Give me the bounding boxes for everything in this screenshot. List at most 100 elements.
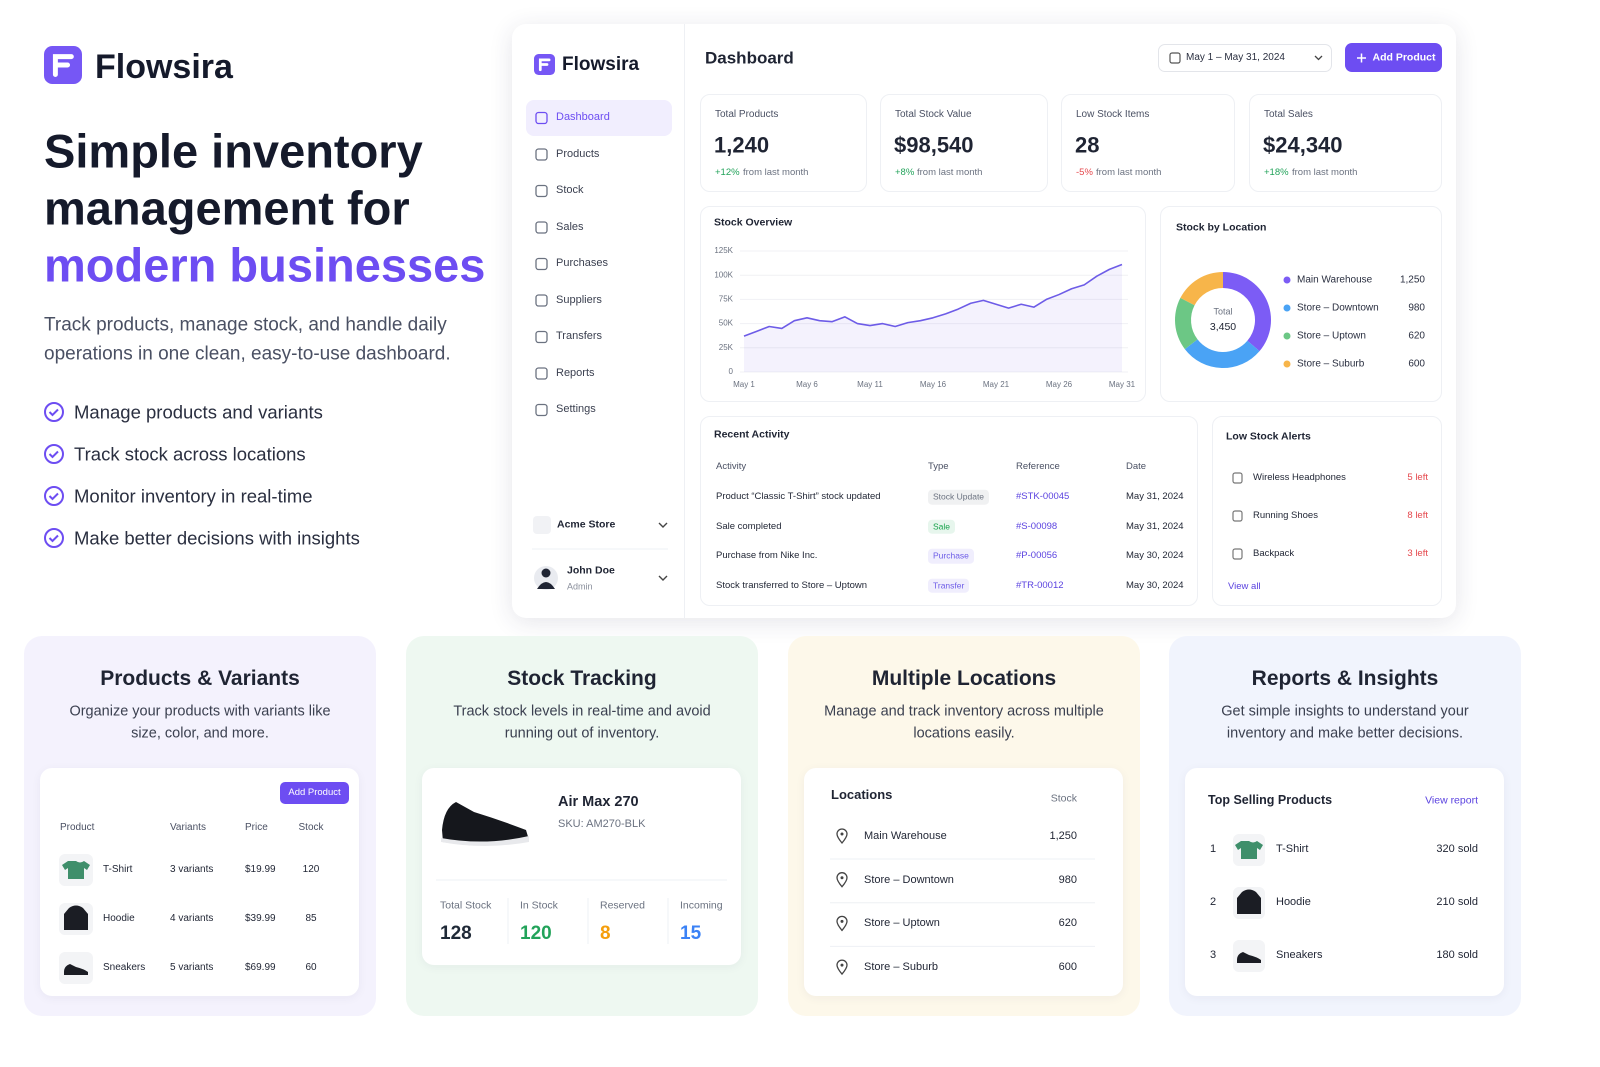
location-stock: 600 — [1058, 961, 1077, 974]
dashboard-card — [1061, 94, 1235, 192]
card-description: Manage and track inventory across multip… — [824, 703, 1104, 742]
reference: #STK-00045 — [1016, 491, 1070, 503]
stat-value: 128 — [440, 923, 472, 945]
rank: 1 — [1209, 843, 1217, 856]
feature-item: Manage products and variants — [74, 401, 323, 423]
table-cell: 5 variants — [170, 961, 214, 973]
card-inner — [422, 768, 741, 965]
item-name: Running Shoes — [1253, 510, 1318, 522]
headline-line: Simple inventory — [44, 124, 423, 178]
kpi-label: Low Stock Items — [1076, 108, 1150, 120]
feature-item: Make better decisions with insights — [74, 527, 360, 549]
list-heading: Top Selling Products — [1208, 793, 1333, 808]
kpi-change: -5% — [1076, 167, 1093, 179]
table-cell: 60 — [305, 961, 317, 973]
feature-item: Track stock across locations — [74, 443, 306, 465]
activity-text: Purchase from Nike Inc. — [716, 550, 818, 562]
location-stock: 1,250 — [1049, 830, 1077, 843]
date: May 30, 2024 — [1126, 579, 1184, 591]
add-product-label[interactable]: Add Product — [1372, 51, 1436, 64]
nav-item[interactable]: Suppliers — [556, 293, 602, 306]
location-name: Store – Downtown — [864, 873, 954, 886]
table-header: Locations — [831, 786, 893, 802]
table-cell: T-Shirt — [103, 863, 133, 875]
add-product-button[interactable] — [280, 782, 349, 804]
kpi-note: from last month — [1096, 167, 1162, 179]
dashboard-card — [1249, 94, 1442, 192]
table-cell: 120 — [302, 863, 320, 875]
table-header: Type — [928, 461, 949, 473]
card-inner — [40, 768, 359, 996]
item-left: 8 left — [1407, 510, 1428, 522]
stat-value: 120 — [520, 923, 552, 945]
table-cell: 85 — [305, 912, 317, 924]
date: May 31, 2024 — [1126, 491, 1184, 503]
item-name: Backpack — [1253, 548, 1295, 560]
nav-item[interactable]: Purchases — [556, 257, 608, 270]
headline-accent: modern businesses — [44, 238, 486, 292]
dashboard-card — [700, 94, 867, 192]
view-report-link[interactable]: View report — [1425, 794, 1478, 807]
stat-value: 8 — [600, 923, 611, 945]
card-inner — [804, 768, 1123, 996]
user-role: Admin — [567, 581, 593, 592]
kpi-value: $98,540 — [894, 132, 974, 158]
dashboard-card — [700, 206, 1146, 402]
headline-line: management for — [44, 181, 410, 235]
chart-title: Stock by Location — [1176, 221, 1267, 234]
nav-item[interactable]: Reports — [556, 366, 595, 379]
card-description: Get simple insights to understand your i… — [1221, 703, 1469, 742]
section-title: Recent Activity — [714, 428, 790, 441]
card-description: Track stock levels in real-time and avoi… — [453, 703, 711, 742]
nav-active-bg — [526, 100, 672, 136]
store-name[interactable]: Acme Store — [557, 518, 616, 531]
product-name: Hoodie — [1276, 896, 1311, 909]
nav-item[interactable]: Transfers — [556, 330, 603, 343]
type-pill: Transfer — [928, 578, 970, 593]
kpi-change: +8% — [895, 167, 915, 179]
type-pill: Purchase — [928, 548, 974, 564]
table-cell: $69.99 — [245, 961, 276, 973]
kpi-value: $24,340 — [1263, 132, 1343, 158]
table-header: Price — [245, 821, 268, 833]
activity-text: Sale completed — [716, 520, 782, 532]
table-header: Date — [1126, 461, 1147, 473]
nav-item[interactable]: Sales — [556, 220, 584, 233]
card-description: Organize your products with variants lik… — [69, 703, 331, 742]
nav-item[interactable]: Settings — [556, 403, 596, 416]
sold-count: 320 sold — [1436, 843, 1478, 856]
type-pill: Stock Update — [928, 489, 990, 505]
chart-title: Stock Overview — [714, 216, 793, 229]
activity-text: Stock transferred to Store – Uptown — [716, 579, 868, 591]
item-left: 5 left — [1407, 472, 1428, 484]
dashboard-card — [700, 416, 1198, 606]
date-range[interactable]: May 1 – May 31, 2024 — [1186, 51, 1285, 63]
kpi-change: +18% — [1264, 167, 1289, 179]
stat-value: 15 — [680, 923, 702, 945]
product-sku: SKU: AM270-BLK — [558, 818, 646, 831]
sold-count: 210 sold — [1436, 896, 1478, 909]
stat-label: Incoming — [680, 899, 723, 912]
kpi-value: 1,240 — [714, 132, 770, 158]
reference: #P-00056 — [1016, 550, 1058, 562]
date-picker[interactable] — [1158, 44, 1332, 72]
type-pill: Sale — [928, 519, 956, 534]
user-name: John Doe — [567, 564, 615, 577]
nav-item[interactable]: Stock — [556, 184, 584, 197]
date: May 30, 2024 — [1126, 550, 1184, 562]
stat-label: In Stock — [520, 899, 558, 912]
card-title: Multiple Locations — [871, 666, 1057, 690]
table-cell: Hoodie — [103, 912, 135, 924]
nav-item[interactable]: Products — [556, 147, 600, 160]
dashboard-title: Dashboard — [705, 48, 794, 68]
button-label[interactable]: Add Product — [288, 787, 341, 799]
brand-name: Flowsira — [95, 47, 233, 86]
card-title: Reports & Insights — [1251, 666, 1439, 690]
view-all-link[interactable]: View all — [1228, 581, 1261, 593]
feature-item: Monitor inventory in real-time — [74, 485, 313, 507]
nav-item[interactable]: Dashboard — [556, 111, 610, 124]
stat-label: Reserved — [600, 899, 645, 912]
rank: 3 — [1209, 949, 1217, 962]
